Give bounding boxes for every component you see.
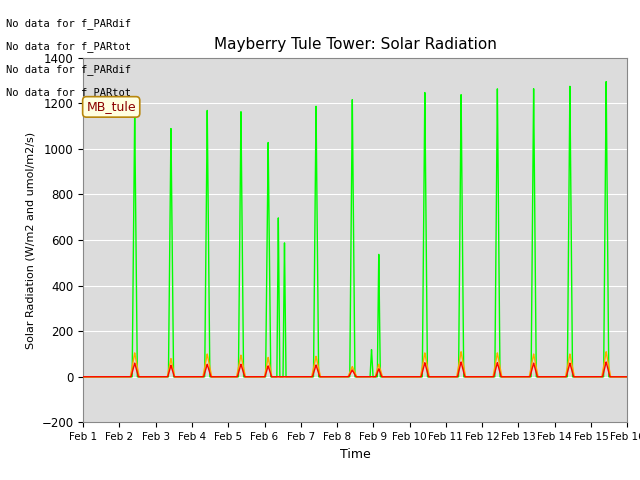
Y-axis label: Solar Radiation (W/m2 and umol/m2/s): Solar Radiation (W/m2 and umol/m2/s): [26, 132, 36, 348]
Title: Mayberry Tule Tower: Solar Radiation: Mayberry Tule Tower: Solar Radiation: [214, 37, 497, 52]
Text: No data for f_PARdif: No data for f_PARdif: [6, 64, 131, 75]
Text: MB_tule: MB_tule: [86, 100, 136, 113]
Text: No data for f_PARdif: No data for f_PARdif: [6, 18, 131, 29]
X-axis label: Time: Time: [340, 448, 371, 461]
Text: No data for f_PARtot: No data for f_PARtot: [6, 87, 131, 98]
Text: No data for f_PARtot: No data for f_PARtot: [6, 41, 131, 52]
